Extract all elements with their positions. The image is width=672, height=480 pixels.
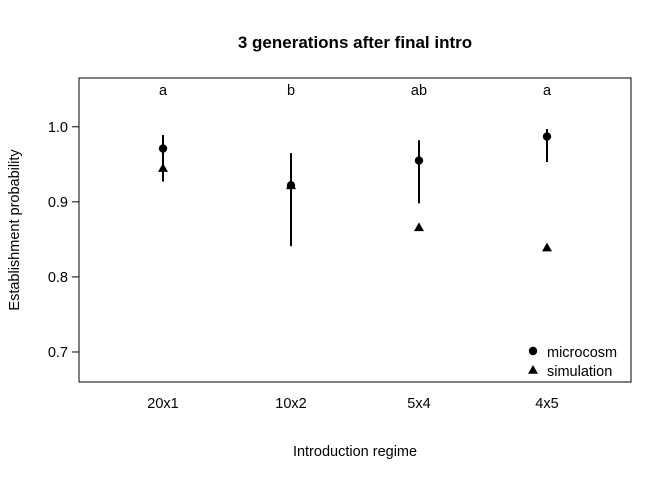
y-tick-label: 0.7 [48,345,68,361]
microcosm-point [158,144,168,153]
legend-microcosm-marker [528,346,538,356]
x-tick-label: 20x1 [147,396,178,412]
significance-letters: a b ab a [159,83,552,99]
y-tick-label: 0.9 [48,195,68,211]
legend-simulation-label: simulation [547,364,612,380]
x-tick-label: 5x4 [407,396,430,412]
significance-letter: a [543,83,552,99]
microcosm-point [414,156,424,165]
x-axis-label: Introduction regime [293,444,417,460]
legend-microcosm-label: microcosm [547,345,617,361]
significance-letter: a [159,83,168,99]
x-axis: 20x1 10x2 5x4 4x5 [147,396,558,412]
simulation-point [542,242,552,252]
y-axis: 0.7 0.8 0.9 1.0 [48,120,80,361]
legend-simulation-marker [528,365,538,374]
chart-title: 3 generations after final intro [238,33,472,52]
legend: microcosm simulation [528,345,617,380]
microcosm-point [542,132,552,141]
y-tick-label: 1.0 [48,120,68,136]
significance-letter: ab [411,83,427,99]
simulation-point [158,163,168,172]
plot-frame [78,77,632,383]
y-axis-label: Establishment probability [7,149,23,311]
simulation-point [414,222,424,232]
x-tick-label: 10x2 [275,396,306,412]
y-tick-label: 0.8 [48,270,68,286]
significance-letter: b [287,83,295,99]
x-tick-label: 4x5 [535,396,558,412]
data-marks [158,129,552,252]
microcosm-point [286,181,296,190]
